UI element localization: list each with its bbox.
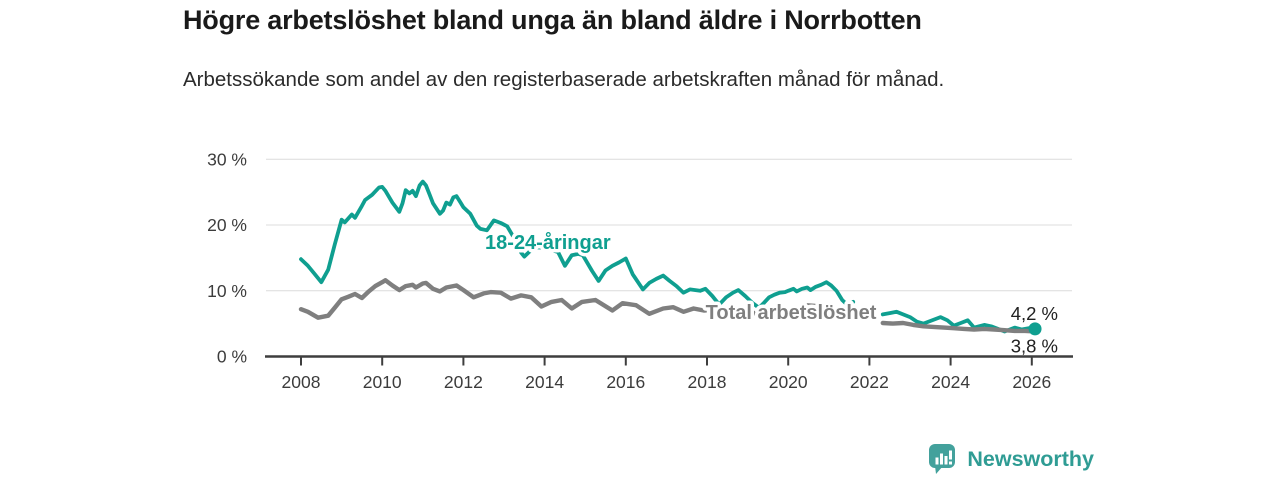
y-axis-tick-label: 20 % [207, 215, 247, 235]
series-label: 18-24-åringar [485, 231, 611, 254]
newsworthy-icon [929, 444, 956, 474]
x-axis-tick-label: 2008 [282, 372, 321, 392]
series-end-dot [1028, 322, 1042, 336]
latest-value-label: 3,8 % [1011, 336, 1058, 357]
newsworthy-wordmark: Newsworthy [967, 446, 1094, 471]
y-axis-tick-label: 10 % [207, 281, 247, 301]
x-axis-tick-label: 2010 [363, 372, 402, 392]
latest-value-label: 4,2 % [1011, 303, 1058, 324]
x-axis-tick-label: 2014 [525, 372, 564, 392]
x-axis-tick-label: 2012 [444, 372, 483, 392]
y-axis-tick-label: 0 % [217, 347, 247, 367]
series-line [880, 320, 1040, 334]
x-axis-tick-label: 2026 [1012, 372, 1051, 392]
series-line [298, 278, 859, 320]
newsworthy-logo-link[interactable]: Newsworthy [928, 443, 1094, 475]
series-line [299, 179, 856, 310]
x-axis-tick-label: 2022 [850, 372, 889, 392]
x-axis-tick-label: 2016 [606, 372, 645, 392]
page-title: Högre arbetslöshet bland unga än bland ä… [183, 5, 922, 35]
series-label: Total arbetslöshet [706, 302, 877, 324]
y-axis-tick-label: 30 % [207, 149, 247, 169]
x-axis-tick-label: 2020 [769, 372, 808, 392]
x-axis-tick-label: 2018 [688, 372, 727, 392]
x-axis-tick-label: 2024 [931, 372, 970, 392]
chart-subtitle: Arbetssökande som andel av den registerb… [183, 68, 945, 91]
